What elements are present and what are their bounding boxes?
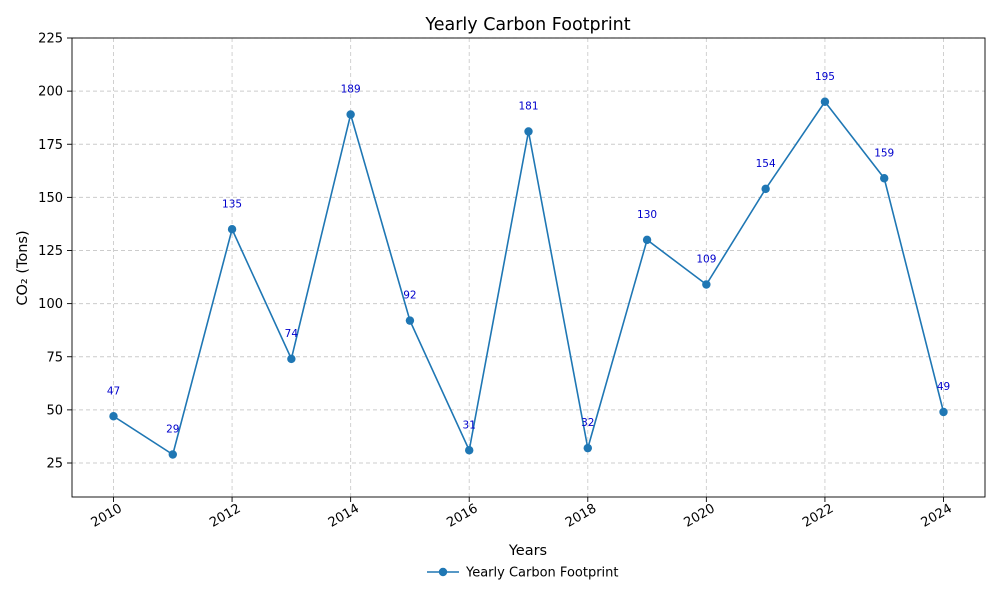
data-point[interactable] — [405, 316, 415, 325]
y-tick-label: 50 — [46, 403, 63, 418]
data-point[interactable] — [465, 446, 474, 455]
legend[interactable]: Yearly Carbon Footprint — [427, 566, 619, 581]
y-tick-label: 75 — [46, 350, 63, 365]
y-axis: 25 50 75 100 125 150 175 200 225 — [38, 32, 72, 472]
data-label: 47 — [107, 385, 120, 397]
data-label: 109 — [696, 254, 716, 266]
data-point[interactable] — [346, 110, 355, 119]
data-point[interactable] — [761, 184, 770, 194]
series-group — [109, 97, 948, 459]
data-point[interactable] — [939, 407, 948, 417]
data-point[interactable] — [109, 412, 118, 421]
data-label: 92 — [403, 290, 416, 302]
data-label: 135 — [222, 198, 242, 210]
data-point[interactable] — [820, 97, 830, 106]
y-axis-title: CO₂ (Tons) — [15, 230, 31, 305]
data-label: 32 — [581, 417, 594, 429]
data-label: 29 — [166, 424, 179, 436]
data-label: 195 — [815, 71, 835, 83]
data-point[interactable] — [642, 235, 652, 245]
legend-label: Yearly Carbon Footprint — [465, 566, 619, 581]
data-label: 49 — [937, 381, 950, 393]
plot-frame — [71, 37, 986, 498]
data-label: 154 — [756, 158, 776, 170]
y-tick-label: 125 — [38, 244, 63, 259]
data-point[interactable] — [227, 225, 237, 234]
data-label: 31 — [463, 419, 476, 431]
data-point[interactable] — [524, 127, 533, 136]
y-tick-label: 100 — [38, 297, 63, 312]
data-label: 189 — [341, 84, 361, 96]
y-tick-label: 150 — [38, 191, 63, 206]
y-tick-label: 225 — [38, 32, 63, 47]
data-labels: 47 29 135 74 189 92 31 181 32 130 109 154 195 159 49 — [107, 71, 950, 436]
data-point[interactable] — [702, 280, 711, 289]
data-point[interactable] — [287, 354, 296, 364]
chart-title: Yearly Carbon Footprint — [424, 15, 630, 35]
x-axis-title: Years — [508, 543, 547, 559]
data-label: 181 — [518, 101, 538, 113]
y-tick-label: 175 — [38, 138, 63, 153]
legend-point-marker — [438, 567, 448, 577]
y-tick-label: 25 — [46, 457, 63, 472]
data-label: 159 — [874, 147, 894, 159]
data-point[interactable] — [168, 450, 177, 459]
data-label: 74 — [285, 328, 299, 340]
y-tick-label: 200 — [38, 85, 63, 100]
data-point[interactable] — [583, 443, 592, 453]
data-point[interactable] — [880, 174, 889, 183]
data-label: 130 — [637, 209, 657, 221]
